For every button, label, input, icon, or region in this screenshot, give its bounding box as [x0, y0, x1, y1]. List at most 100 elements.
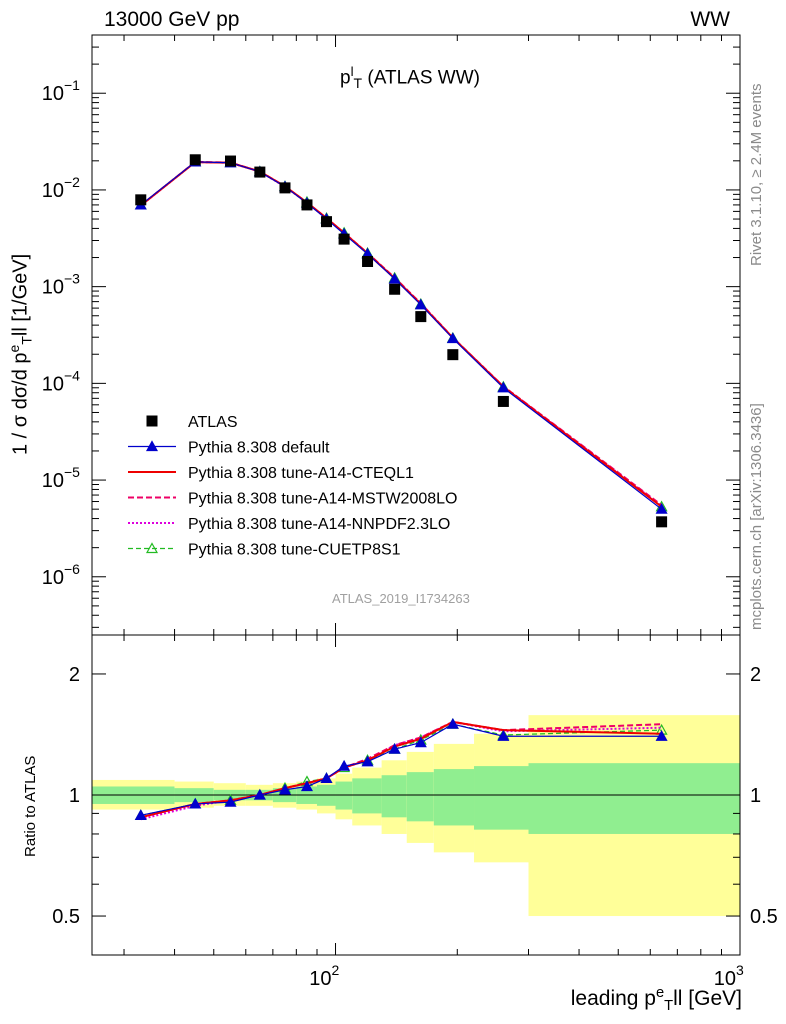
uncertainty-band-inner [335, 781, 353, 810]
ratio-point-default [253, 788, 266, 800]
x-axis-label-a: leading p [570, 987, 656, 1010]
ratio-point-default [134, 809, 147, 820]
ratio-point-default [224, 795, 237, 807]
y-tick-label: 10 [42, 470, 64, 492]
legend-entry-data: ATLAS [146, 414, 238, 431]
plot-title-sub: T [353, 75, 363, 92]
data-point [189, 154, 201, 166]
y-tick-label-exponent: −6 [64, 561, 80, 577]
ratio-y-tick-label-right: 2 [750, 664, 761, 686]
legend-entry-cuetp8s1: Pythia 8.308 tune-CUETP8S1 [128, 542, 401, 559]
plot-title-main: p [340, 67, 351, 89]
legend-marker-cuetp8s1 [145, 542, 159, 554]
analysis-id: ATLAS_2019_I1734263 [332, 591, 470, 606]
ratio-point-default [388, 742, 401, 754]
legend-marker-default [145, 440, 159, 452]
main-point-default [388, 272, 401, 284]
legend-label: Pythia 8.308 tune-A14-CTEQL1 [188, 465, 414, 482]
data-point [362, 255, 374, 267]
energy-label: 13000 GeV pp [104, 8, 240, 31]
y-axis-label-main-sup: e [6, 344, 22, 353]
legend-label: ATLAS [188, 414, 238, 431]
ratio-series-cteql1 [140, 720, 662, 819]
x-axis-label-sup: e [655, 985, 665, 1001]
x-tick-label-exponent: 2 [332, 962, 340, 978]
plot-title: plT (ATLAS WW) [340, 64, 480, 91]
ratio-point-default [446, 717, 459, 729]
legend-entry-nnpdf: Pythia 8.308 tune-A14-NNPDF2.3LO [128, 516, 450, 533]
ratio-point-default [655, 730, 668, 741]
x-axis-label-b: ll [GeV] [673, 987, 742, 1010]
ratio-y-tick-label: 1 [69, 785, 80, 807]
data-point [321, 216, 333, 228]
main-series-default [134, 155, 668, 514]
legend-label: Pythia 8.308 tune-A14-MSTW2008LO [188, 491, 457, 508]
rivet-version-label: Rivet 3.1.10, ≥ 2.4M events [748, 83, 765, 267]
ratio-point-default [278, 783, 292, 795]
legend-label: Pythia 8.308 tune-A14-NNPDF2.3LO [188, 516, 450, 533]
main-line-default [140, 161, 662, 510]
main-point-default [497, 381, 510, 393]
data-point [135, 194, 147, 206]
uncertainty-band-inner [474, 766, 529, 830]
legend-label: Pythia 8.308 default [188, 440, 330, 457]
x-axis-label: leading peTll [GeV] [571, 985, 742, 1014]
data-point [254, 166, 266, 178]
main-point-default [446, 332, 459, 344]
y-axis-label-main-b: ll [1/GeV] [9, 253, 32, 337]
y-axis-label-main-a: 1 / σ dσ/d p [9, 352, 32, 455]
ratio-line-default [140, 723, 662, 816]
ratio-y-tick-label-right: 1 [750, 785, 761, 807]
legend-entry-mstw: Pythia 8.308 tune-A14-MSTW2008LO [128, 491, 457, 508]
main-series-data [135, 154, 668, 528]
ratio-point-default [497, 730, 510, 741]
y-axis-label-main-sub: T [18, 336, 35, 345]
mcplots-label: mcplots.cern.ch [arXiv:1306.3436] [748, 403, 765, 630]
y-tick-label-exponent: −1 [64, 77, 80, 93]
ratio-y-tick-label: 0.5 [52, 906, 80, 928]
x-tick-label-exponent: 3 [736, 962, 744, 978]
data-point [338, 233, 350, 245]
ratio-point-default [189, 797, 202, 809]
plot-title-rest: (ATLAS WW) [362, 67, 480, 89]
uncertainty-band-inner [433, 769, 475, 826]
y-tick-label: 10 [42, 180, 64, 202]
uncertainty-band-inner [352, 778, 382, 814]
legend-entry-default: Pythia 8.308 default [128, 440, 330, 457]
legend-entry-cteql1: Pythia 8.308 tune-A14-CTEQL1 [128, 465, 414, 482]
y-tick-label: 10 [42, 277, 64, 299]
ratio-point-default [300, 780, 313, 792]
legend-label: Pythia 8.308 tune-CUETP8S1 [188, 542, 401, 559]
y-axis-label-main: 1 / σ dσ/d peTll [1/GeV] [6, 254, 35, 455]
ratio-point-default [361, 755, 374, 767]
x-tick-label: 10 [714, 968, 736, 990]
data-point [656, 516, 668, 528]
y-tick-label-exponent: −2 [64, 174, 80, 190]
main-point-default [655, 502, 668, 514]
x-axis-label-sub: T [664, 998, 674, 1015]
data-point [279, 182, 291, 194]
data-point [497, 395, 509, 407]
y-tick-label: 10 [42, 567, 64, 589]
y-tick-label-exponent: −5 [64, 464, 80, 480]
uncertainty-band-inner [381, 775, 407, 818]
ratio-y-tick-label: 2 [69, 664, 80, 686]
main-series-cuetp8s1 [134, 155, 668, 512]
data-point [301, 199, 313, 211]
ratio-series-default [134, 717, 668, 820]
y-axis-label-ratio: Ratio to ATLAS [22, 755, 39, 857]
data-point [389, 283, 401, 295]
x-tick-label: 10 [309, 968, 331, 990]
y-tick-label-exponent: −3 [64, 271, 80, 287]
ratio-point-default [414, 736, 427, 748]
legend-marker-data [146, 415, 158, 427]
ratio-point-default [338, 759, 351, 771]
y-tick-label: 10 [42, 373, 64, 395]
data-point [225, 155, 237, 167]
y-tick-label: 10 [42, 83, 64, 105]
data-point [415, 311, 427, 323]
uncertainty-band-inner [528, 763, 740, 834]
process-label: WW [690, 8, 730, 31]
plot-title-sup: l [350, 64, 354, 79]
